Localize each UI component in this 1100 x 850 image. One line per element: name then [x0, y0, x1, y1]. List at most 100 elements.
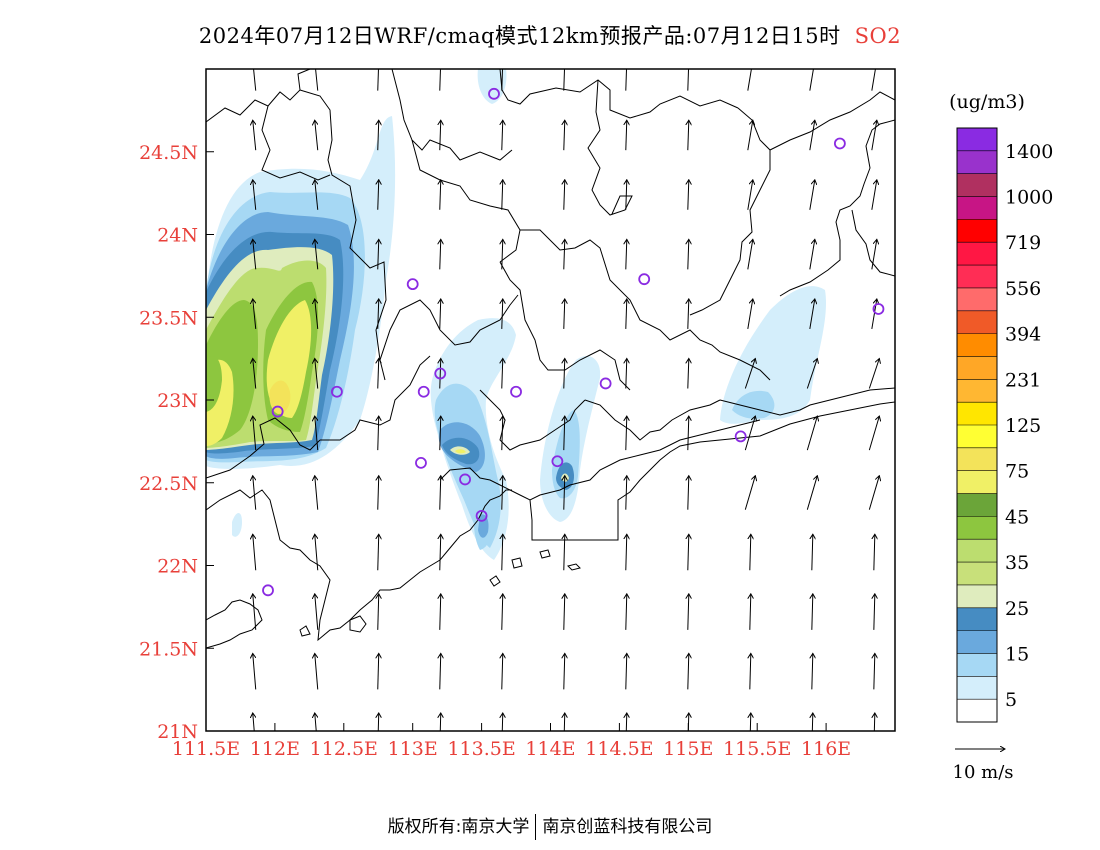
- plume-east-5: [720, 286, 827, 424]
- county-border-1: [261, 105, 331, 181]
- wind-arrow: [750, 713, 751, 731]
- legend-label: 231: [1005, 369, 1041, 391]
- county-border-6: [587, 79, 633, 216]
- wind-arrow: [564, 653, 565, 690]
- map-title: 2024年07月12日WRF/cmaq模式12km预报产品:07月12日15时 S…: [0, 20, 1100, 50]
- wind-arrow: [564, 120, 565, 151]
- wind-arrow: [253, 534, 257, 571]
- legend-swatch: [957, 150, 997, 175]
- county-border-9: [779, 119, 895, 297]
- wind-arrow: [502, 359, 503, 389]
- station-marker: [510, 385, 522, 398]
- plume-central-75: [455, 449, 466, 454]
- wind-arrow: [874, 653, 875, 690]
- county-border-19: [439, 419, 761, 501]
- wind-arrow: [874, 534, 875, 571]
- county-border-12: [499, 261, 631, 391]
- wind-arrow: [502, 239, 503, 270]
- legend-label: 719: [1005, 232, 1041, 254]
- legend-swatch: [957, 539, 997, 563]
- wind-arrow: [688, 416, 689, 451]
- wind-arrow: [688, 120, 689, 151]
- legend-swatch: [957, 630, 997, 654]
- legend-swatch: [957, 562, 997, 586]
- wind-arrow: [564, 359, 565, 389]
- x-tick-label: 115.5E: [723, 738, 791, 760]
- wind-arrow: [812, 594, 813, 630]
- wind-arrow: [874, 594, 875, 630]
- station-marker: [406, 278, 419, 291]
- wind-arrow: [378, 120, 379, 151]
- wind-arrow: [440, 359, 441, 389]
- wind-arrow: [868, 359, 879, 389]
- wind-arrow: [564, 299, 565, 329]
- legend-swatch: [957, 242, 997, 266]
- wind-arrow: [809, 180, 815, 210]
- legend-swatch: [957, 584, 997, 609]
- station-marker: [872, 303, 885, 315]
- wind-arrow: [871, 239, 877, 270]
- wind-arrow: [315, 359, 319, 389]
- wind-arrow: [315, 534, 319, 571]
- wind-arrow: [626, 239, 627, 270]
- wind-arrow: [253, 416, 257, 451]
- y-tick-label: 24.5N: [139, 142, 198, 164]
- legend-swatch: [957, 447, 997, 472]
- legend-label: 394: [1005, 324, 1041, 346]
- wind-arrow: [564, 239, 565, 270]
- wind-arrow: [439, 69, 441, 91]
- legend-swatch: [957, 265, 997, 289]
- wind-arrow: [253, 120, 257, 151]
- wind-arrow: [626, 594, 627, 630]
- station-marker: [331, 385, 343, 398]
- wind-arrow: [564, 476, 565, 510]
- wind-arrow: [502, 534, 503, 571]
- wind-arrow: [253, 69, 257, 91]
- plume-east-15: [732, 390, 775, 419]
- wind-arrow: [747, 120, 753, 151]
- wind-arrow: [688, 180, 689, 210]
- wind-arrow: [253, 299, 257, 329]
- wind-arrow: [626, 416, 627, 451]
- wind-arrow: [744, 416, 755, 451]
- wind-arrow: [378, 239, 379, 270]
- wind-arrow: [501, 69, 503, 91]
- wind-arrow: [315, 476, 319, 510]
- legend-swatch: [957, 425, 997, 449]
- wind-arrow: [378, 653, 379, 690]
- wind-arrow: [315, 416, 319, 451]
- wind-arrow: [806, 359, 817, 389]
- wind-arrow: [806, 476, 817, 510]
- wind-arrow: [315, 180, 319, 210]
- pollutant-label: SO2: [854, 24, 902, 48]
- wind-arrow: [378, 359, 379, 389]
- station-marker: [551, 455, 564, 468]
- wind-arrow: [747, 180, 753, 210]
- wind-arrow: [502, 594, 503, 630]
- y-tick-label: 23.5N: [139, 307, 198, 329]
- wind-arrow: [378, 594, 379, 630]
- wind-arrow: [253, 713, 256, 731]
- wind-arrow: [564, 713, 565, 731]
- legend-swatch: [957, 333, 997, 357]
- station-marker: [434, 367, 447, 380]
- wind-arrow: [315, 299, 319, 329]
- wind-arrow: [688, 299, 689, 329]
- wind-arrow: [747, 239, 753, 270]
- wind-arrow: [626, 476, 627, 510]
- y-tick-label: 23N: [157, 390, 198, 412]
- wind-arrow: [744, 476, 755, 510]
- x-tick-label: 113.5E: [447, 738, 515, 760]
- island-4: [511, 557, 523, 569]
- wind-arrow: [871, 180, 877, 210]
- color-legend: 1400 1000 719 556 394 231 125 75 45 35 25 15 5: [956, 127, 1053, 723]
- wind-arrow: [502, 180, 503, 210]
- legend-swatch: [957, 128, 997, 152]
- wind-arrow: [747, 69, 752, 91]
- wind-arrow: [378, 713, 379, 731]
- wind-arrow: [564, 534, 565, 571]
- wind-arrow: [440, 180, 441, 210]
- legend-swatch: [957, 516, 997, 540]
- plume-west-60: [206, 356, 222, 412]
- wind-arrow: [874, 713, 875, 731]
